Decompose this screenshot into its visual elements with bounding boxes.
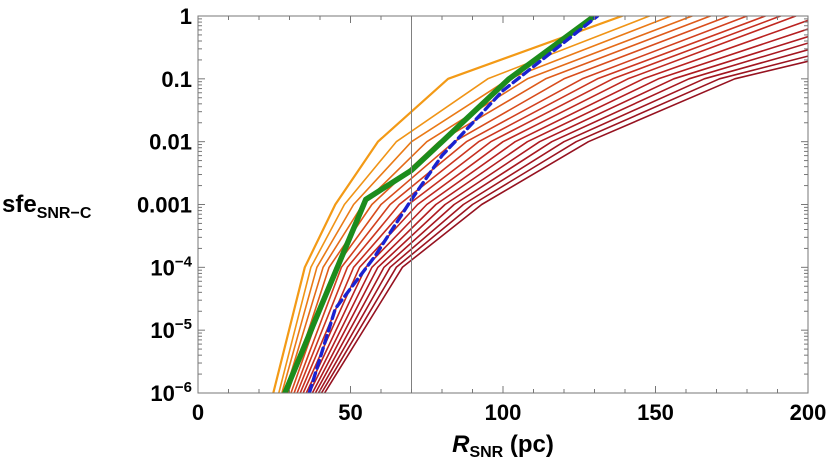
series-line-2 — [278, 16, 651, 393]
series-line-18 — [282, 16, 598, 393]
tick-label-layer: 0 50 100 150 200 1 0.1 0.01 0.001 10−4 10−5 10−6 — [137, 4, 826, 425]
y-tick-label: 10−5 — [150, 316, 192, 343]
series-line-17 — [323, 60, 808, 393]
series-line-11 — [305, 19, 808, 393]
series-line-16 — [320, 55, 808, 393]
x-tick-label: 150 — [637, 400, 674, 425]
x-axis-title: RSNR (pc) — [452, 431, 554, 460]
y-tick-label: 0.01 — [149, 130, 192, 155]
series-line-14 — [314, 42, 808, 393]
x-tick-label: 200 — [790, 400, 827, 425]
tick-layer — [197, 15, 809, 394]
x-tick-label: 50 — [338, 400, 362, 425]
series-line-12 — [308, 28, 808, 393]
y-axis-title: sfeSNR−C — [2, 191, 92, 222]
series-line-8 — [296, 16, 767, 393]
x-tick-label: 0 — [192, 400, 204, 425]
y-tick-label: 10−4 — [150, 253, 192, 280]
series-line-3 — [281, 16, 672, 393]
series-line-10 — [302, 16, 797, 393]
y-tick-label: 0.1 — [161, 67, 192, 92]
series-line-15 — [317, 49, 808, 393]
series-layer — [272, 16, 808, 393]
series-line-1 — [272, 16, 624, 393]
x-tick-label: 100 — [485, 400, 522, 425]
series-line-4 — [284, 16, 693, 393]
series-line-13 — [311, 35, 808, 393]
series-line-9 — [299, 16, 782, 393]
y-tick-label: 10−6 — [150, 379, 192, 406]
y-tick-label: 1 — [180, 4, 192, 29]
y-tick-label: 0.001 — [137, 193, 192, 218]
